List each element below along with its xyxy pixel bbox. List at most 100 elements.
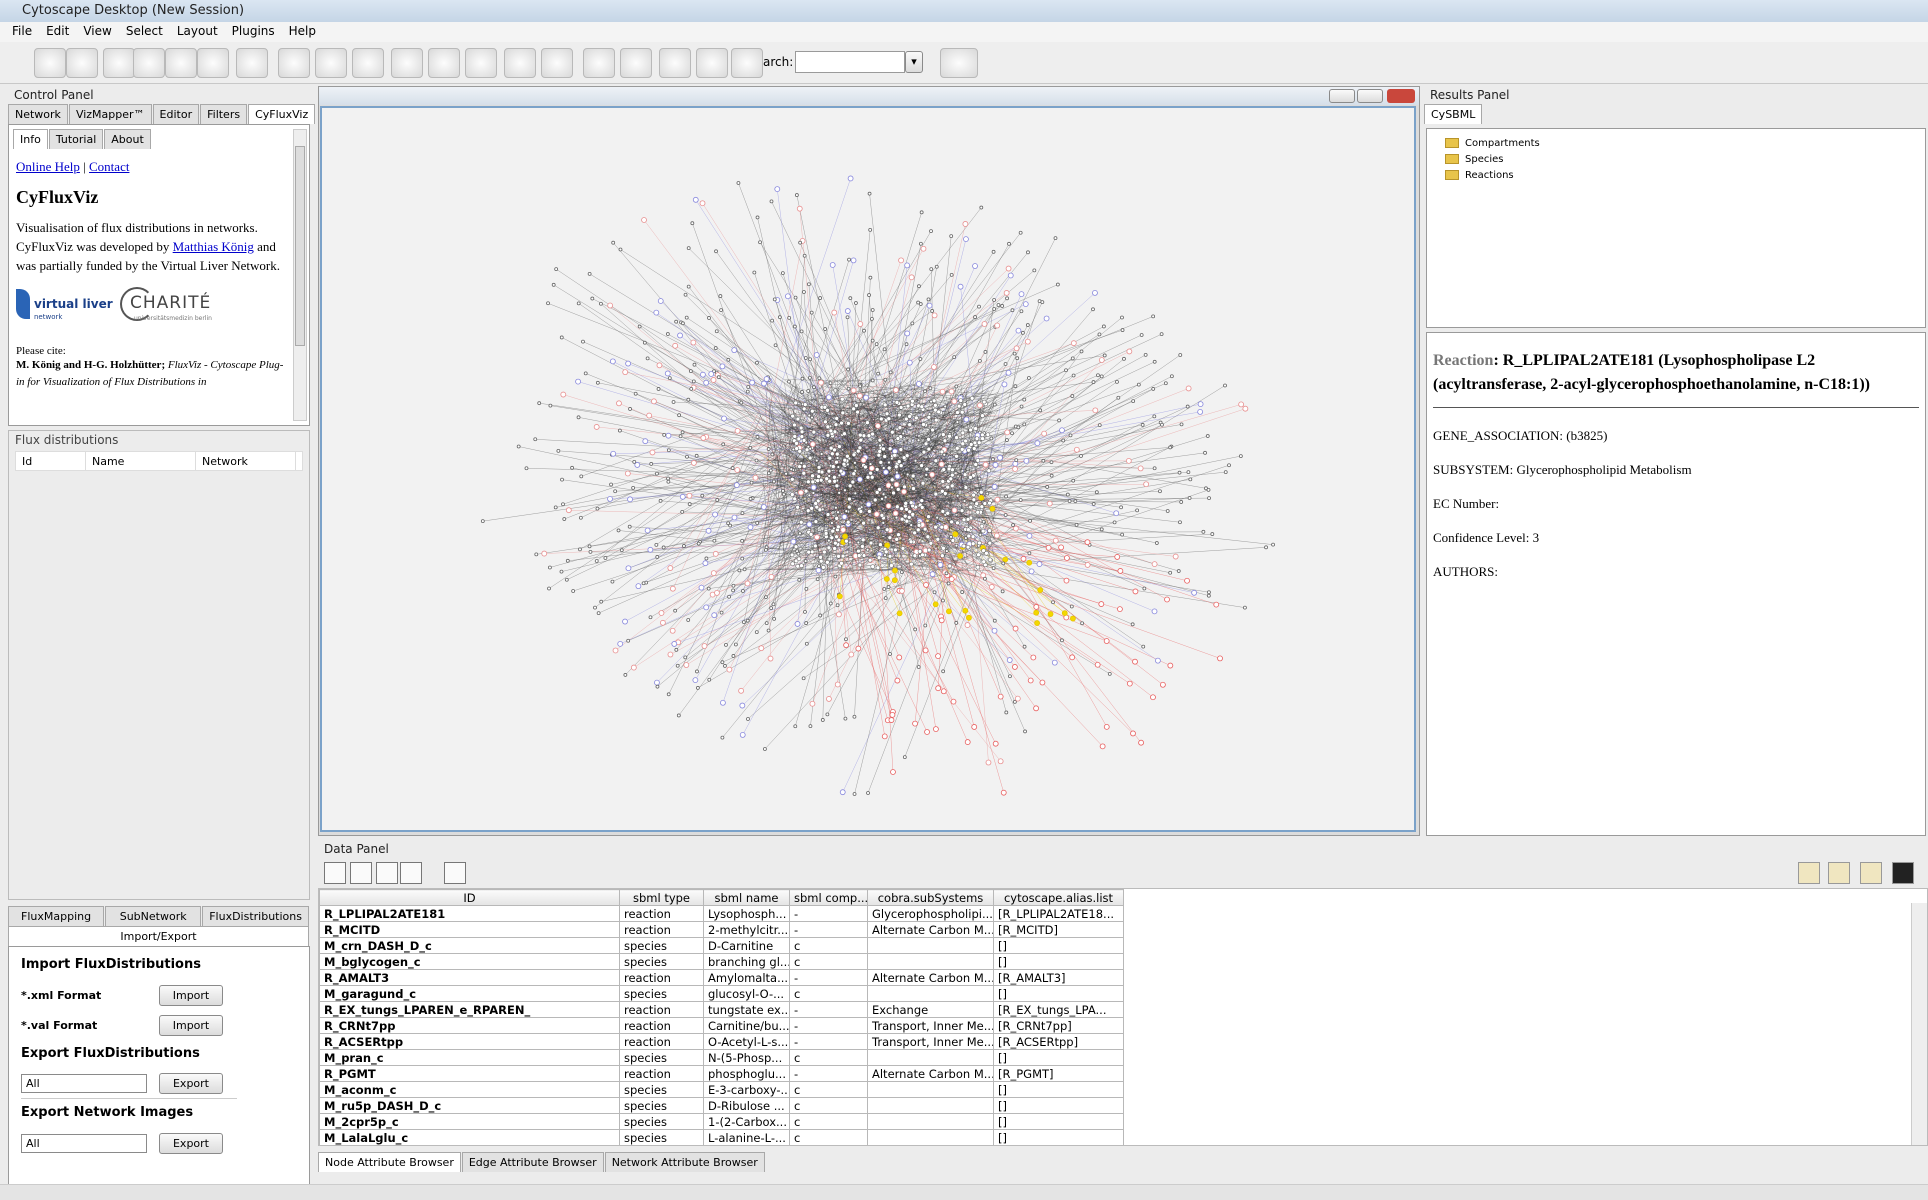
- node[interactable]: [883, 549, 889, 555]
- table-row[interactable]: M_LalaLglu_c species L-alanine-L-... c[]: [319, 1129, 1124, 1145]
- node[interactable]: [910, 398, 915, 404]
- node[interactable]: [904, 330, 911, 337]
- tab[interactable]: Editor: [152, 104, 200, 124]
- node[interactable]: [958, 398, 964, 403]
- node[interactable]: [841, 513, 848, 520]
- node[interactable]: [939, 388, 946, 395]
- node[interactable]: [798, 531, 802, 536]
- node[interactable]: [852, 714, 857, 719]
- tab[interactable]: CySBML: [1424, 104, 1483, 124]
- node[interactable]: [918, 241, 923, 246]
- node[interactable]: [721, 415, 727, 422]
- node[interactable]: [792, 324, 797, 329]
- node[interactable]: [785, 293, 791, 300]
- node[interactable]: [881, 466, 886, 470]
- node[interactable]: [1073, 446, 1080, 453]
- node[interactable]: [745, 389, 750, 394]
- node[interactable]: [1080, 621, 1085, 626]
- tab[interactable]: Import/Export: [8, 926, 309, 946]
- node[interactable]: [952, 531, 959, 538]
- node[interactable]: [565, 507, 572, 514]
- node[interactable]: [951, 507, 958, 514]
- tab[interactable]: Network Attribute Browser: [604, 1152, 765, 1172]
- node[interactable]: [1034, 440, 1041, 447]
- node[interactable]: [926, 514, 931, 519]
- tree-node[interactable]: Species: [1435, 151, 1919, 167]
- node[interactable]: [797, 464, 802, 469]
- node[interactable]: [1114, 554, 1121, 560]
- node[interactable]: [1058, 544, 1065, 551]
- node[interactable]: [633, 391, 638, 396]
- node[interactable]: [705, 527, 712, 534]
- node[interactable]: [1024, 338, 1031, 345]
- node[interactable]: [887, 554, 893, 559]
- node[interactable]: [943, 404, 948, 409]
- node[interactable]: [609, 358, 616, 365]
- node[interactable]: [929, 471, 936, 478]
- node[interactable]: [894, 464, 899, 470]
- node[interactable]: [795, 564, 800, 569]
- node[interactable]: [899, 588, 905, 594]
- minimize[interactable]: [1329, 89, 1355, 103]
- node[interactable]: [746, 385, 751, 389]
- node[interactable]: [784, 471, 788, 476]
- node[interactable]: [903, 513, 908, 519]
- node[interactable]: [548, 403, 553, 408]
- node[interactable]: [1132, 658, 1138, 665]
- node[interactable]: [731, 588, 735, 593]
- node[interactable]: [808, 724, 813, 729]
- node[interactable]: [819, 469, 825, 475]
- node[interactable]: [804, 641, 809, 646]
- node[interactable]: [695, 669, 699, 674]
- node[interactable]: [1117, 606, 1123, 613]
- node[interactable]: [1070, 356, 1075, 361]
- node[interactable]: [686, 492, 693, 499]
- node[interactable]: [942, 438, 948, 444]
- node[interactable]: [842, 457, 848, 463]
- node[interactable]: [807, 493, 812, 498]
- node[interactable]: [1131, 399, 1136, 404]
- node[interactable]: [1018, 291, 1025, 298]
- node[interactable]: [964, 622, 971, 628]
- node[interactable]: [1049, 473, 1054, 478]
- node[interactable]: [873, 511, 880, 518]
- menu-item[interactable]: Edit: [46, 24, 70, 38]
- node[interactable]: [553, 505, 558, 510]
- node[interactable]: [1117, 568, 1124, 574]
- node[interactable]: [983, 350, 988, 354]
- node[interactable]: [1016, 425, 1021, 430]
- node[interactable]: [922, 526, 928, 532]
- node[interactable]: [560, 391, 567, 398]
- node[interactable]: [1122, 356, 1126, 361]
- node[interactable]: [992, 402, 997, 407]
- node[interactable]: [807, 413, 812, 418]
- node[interactable]: [766, 447, 771, 451]
- node[interactable]: [868, 462, 873, 466]
- node[interactable]: [847, 483, 853, 489]
- node[interactable]: [962, 607, 969, 614]
- node[interactable]: [1206, 487, 1211, 492]
- node[interactable]: [802, 464, 807, 469]
- node[interactable]: [833, 540, 838, 546]
- node[interactable]: [625, 360, 631, 367]
- tool-button[interactable]: [391, 48, 424, 78]
- node[interactable]: [1033, 609, 1040, 616]
- node[interactable]: [893, 547, 898, 553]
- node[interactable]: [734, 427, 741, 434]
- table-row[interactable]: M_crn_DASH_D_c species D-Carnitine c[]: [319, 937, 1124, 954]
- node[interactable]: [813, 519, 819, 524]
- node[interactable]: [856, 392, 863, 399]
- node[interactable]: [886, 585, 891, 589]
- node[interactable]: [799, 329, 804, 334]
- node[interactable]: [1139, 333, 1144, 337]
- node[interactable]: [963, 536, 968, 540]
- node[interactable]: [714, 329, 719, 334]
- node[interactable]: [991, 249, 996, 254]
- node[interactable]: [882, 454, 887, 459]
- node[interactable]: [834, 459, 839, 465]
- node[interactable]: [834, 534, 839, 540]
- node[interactable]: [865, 501, 872, 508]
- close[interactable]: [1387, 89, 1415, 103]
- node[interactable]: [769, 606, 774, 611]
- node[interactable]: [986, 468, 992, 473]
